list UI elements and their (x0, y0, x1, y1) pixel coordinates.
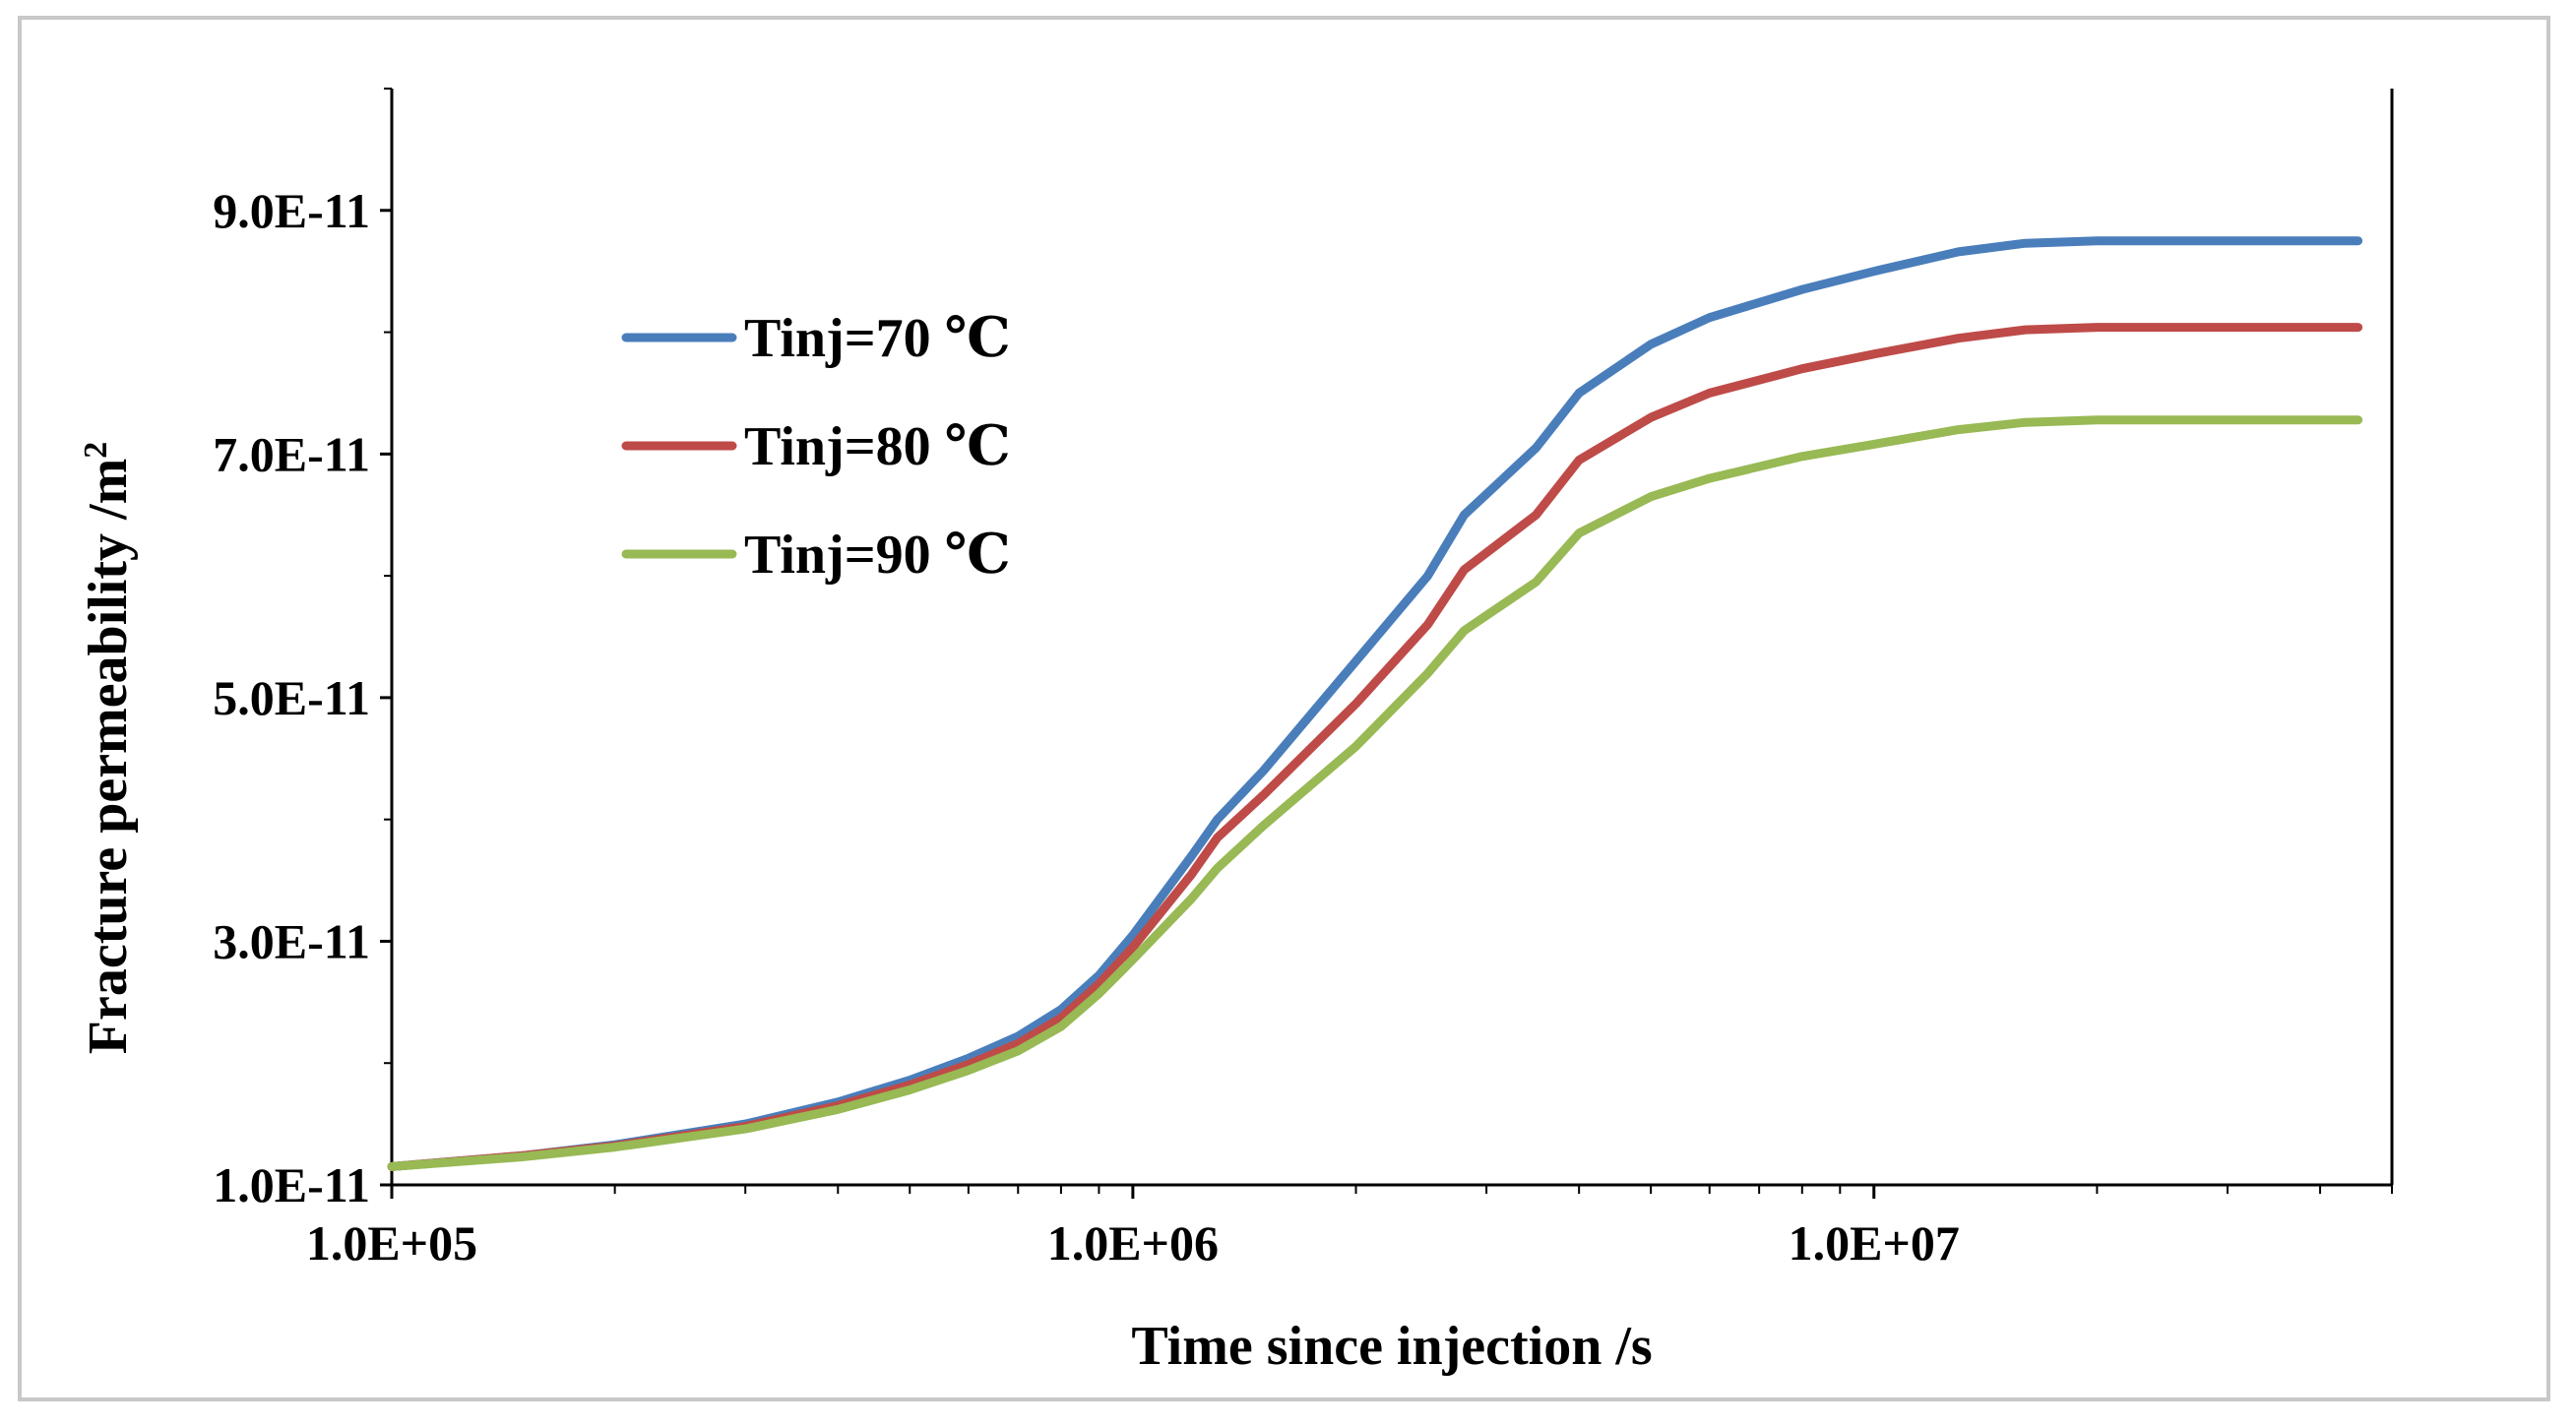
y-tick-label: 9.0E-11 (213, 183, 370, 238)
x-tick-label: 1.0E+06 (1047, 1215, 1219, 1271)
y-axis-label-superscript: 2 (78, 442, 114, 459)
legend-label-1: Tinj=70 ℃ (744, 308, 1011, 369)
x-axis-label: Time since injection /s (1131, 1316, 1652, 1377)
y-tick-label: 3.0E-11 (213, 913, 370, 968)
legend-label-2: Tinj=80 ℃ (744, 416, 1011, 477)
series-line-3 (387, 415, 2363, 1171)
y-tick-label: 1.0E-11 (213, 1157, 370, 1212)
y-tick-label: 5.0E-11 (213, 670, 370, 725)
series-layer (387, 236, 2363, 1171)
y-axis-label-main: Fracture permeability /m (78, 459, 139, 1054)
chart-frame (18, 16, 2550, 1401)
y-axis-label: Fracture permeability /m2 (78, 442, 139, 1054)
axes: 1.0E-11 3.0E-11 5.0E-11 7.0E-11 9.0E-11 1.0E+… (213, 88, 2394, 1271)
series-line-1 (387, 236, 2363, 1171)
x-tick-label: 1.0E+07 (1789, 1215, 1960, 1271)
y-tick-label: 7.0E-11 (213, 426, 370, 481)
series-line-2 (387, 323, 2363, 1171)
legend-label-3: Tinj=90 ℃ (744, 525, 1011, 586)
x-tick-label: 1.0E+05 (306, 1215, 477, 1271)
legend: Tinj=70 ℃ Tinj=80 ℃ Tinj=90 ℃ (621, 308, 1011, 586)
